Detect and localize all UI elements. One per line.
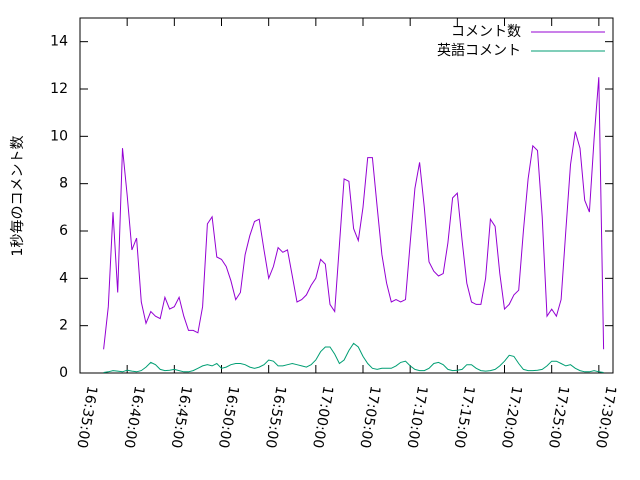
legend-label: 英語コメント [437, 42, 521, 59]
x-tick-label: 17:20:00 [498, 385, 525, 450]
plot-border [79, 17, 614, 374]
series-line [103, 77, 605, 350]
y-tick-label: 10 [50, 128, 68, 144]
x-tick-label: 17:10:00 [403, 385, 430, 450]
x-tick-label: 17:30:00 [592, 385, 619, 450]
x-tick-label: 16:45:00 [168, 385, 195, 450]
series-line [103, 342, 604, 373]
y-axis-label: 1秒毎のコメント数 [10, 136, 26, 257]
x-tick-label: 16:40:00 [120, 385, 147, 450]
y-tick-label: 12 [50, 81, 68, 97]
x-tick-label: 16:55:00 [262, 385, 289, 450]
x-tick-label: 17:00:00 [309, 385, 336, 450]
x-tick-label: 16:35:00 [73, 385, 100, 450]
x-tick-label: 17:05:00 [356, 385, 383, 450]
x-tick-label: 17:15:00 [451, 385, 478, 450]
y-tick-label: 2 [59, 318, 68, 334]
y-tick-label: 0 [59, 365, 68, 381]
x-tick-label: 16:50:00 [215, 385, 242, 450]
legend-label: コメント数 [451, 24, 521, 40]
y-tick-label: 8 [59, 176, 68, 192]
x-tick-label: 17:25:00 [545, 385, 572, 450]
y-tick-label: 4 [59, 270, 68, 286]
y-tick-label: 14 [50, 34, 68, 50]
y-tick-label: 6 [59, 223, 68, 239]
